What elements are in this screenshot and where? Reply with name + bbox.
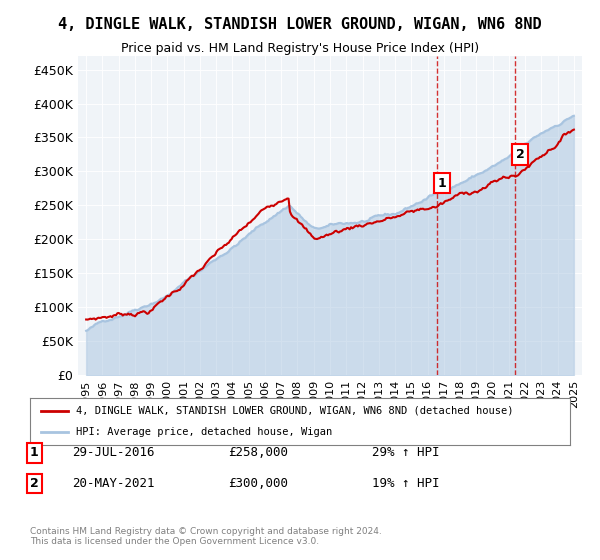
Text: 2: 2 (30, 477, 39, 490)
Text: Contains HM Land Registry data © Crown copyright and database right 2024.
This d: Contains HM Land Registry data © Crown c… (30, 526, 382, 546)
Text: 1: 1 (30, 446, 39, 459)
Text: 20-MAY-2021: 20-MAY-2021 (72, 477, 155, 490)
Text: 29-JUL-2016: 29-JUL-2016 (72, 446, 155, 459)
Text: 4, DINGLE WALK, STANDISH LOWER GROUND, WIGAN, WN6 8ND: 4, DINGLE WALK, STANDISH LOWER GROUND, W… (58, 17, 542, 32)
Text: 19% ↑ HPI: 19% ↑ HPI (372, 477, 439, 490)
Text: 2: 2 (515, 148, 524, 161)
Text: Price paid vs. HM Land Registry's House Price Index (HPI): Price paid vs. HM Land Registry's House … (121, 42, 479, 55)
Text: 1: 1 (437, 176, 446, 189)
Text: £258,000: £258,000 (228, 446, 288, 459)
Text: £300,000: £300,000 (228, 477, 288, 490)
Text: HPI: Average price, detached house, Wigan: HPI: Average price, detached house, Wiga… (76, 427, 332, 437)
Text: 4, DINGLE WALK, STANDISH LOWER GROUND, WIGAN, WN6 8ND (detached house): 4, DINGLE WALK, STANDISH LOWER GROUND, W… (76, 406, 514, 416)
Text: 29% ↑ HPI: 29% ↑ HPI (372, 446, 439, 459)
